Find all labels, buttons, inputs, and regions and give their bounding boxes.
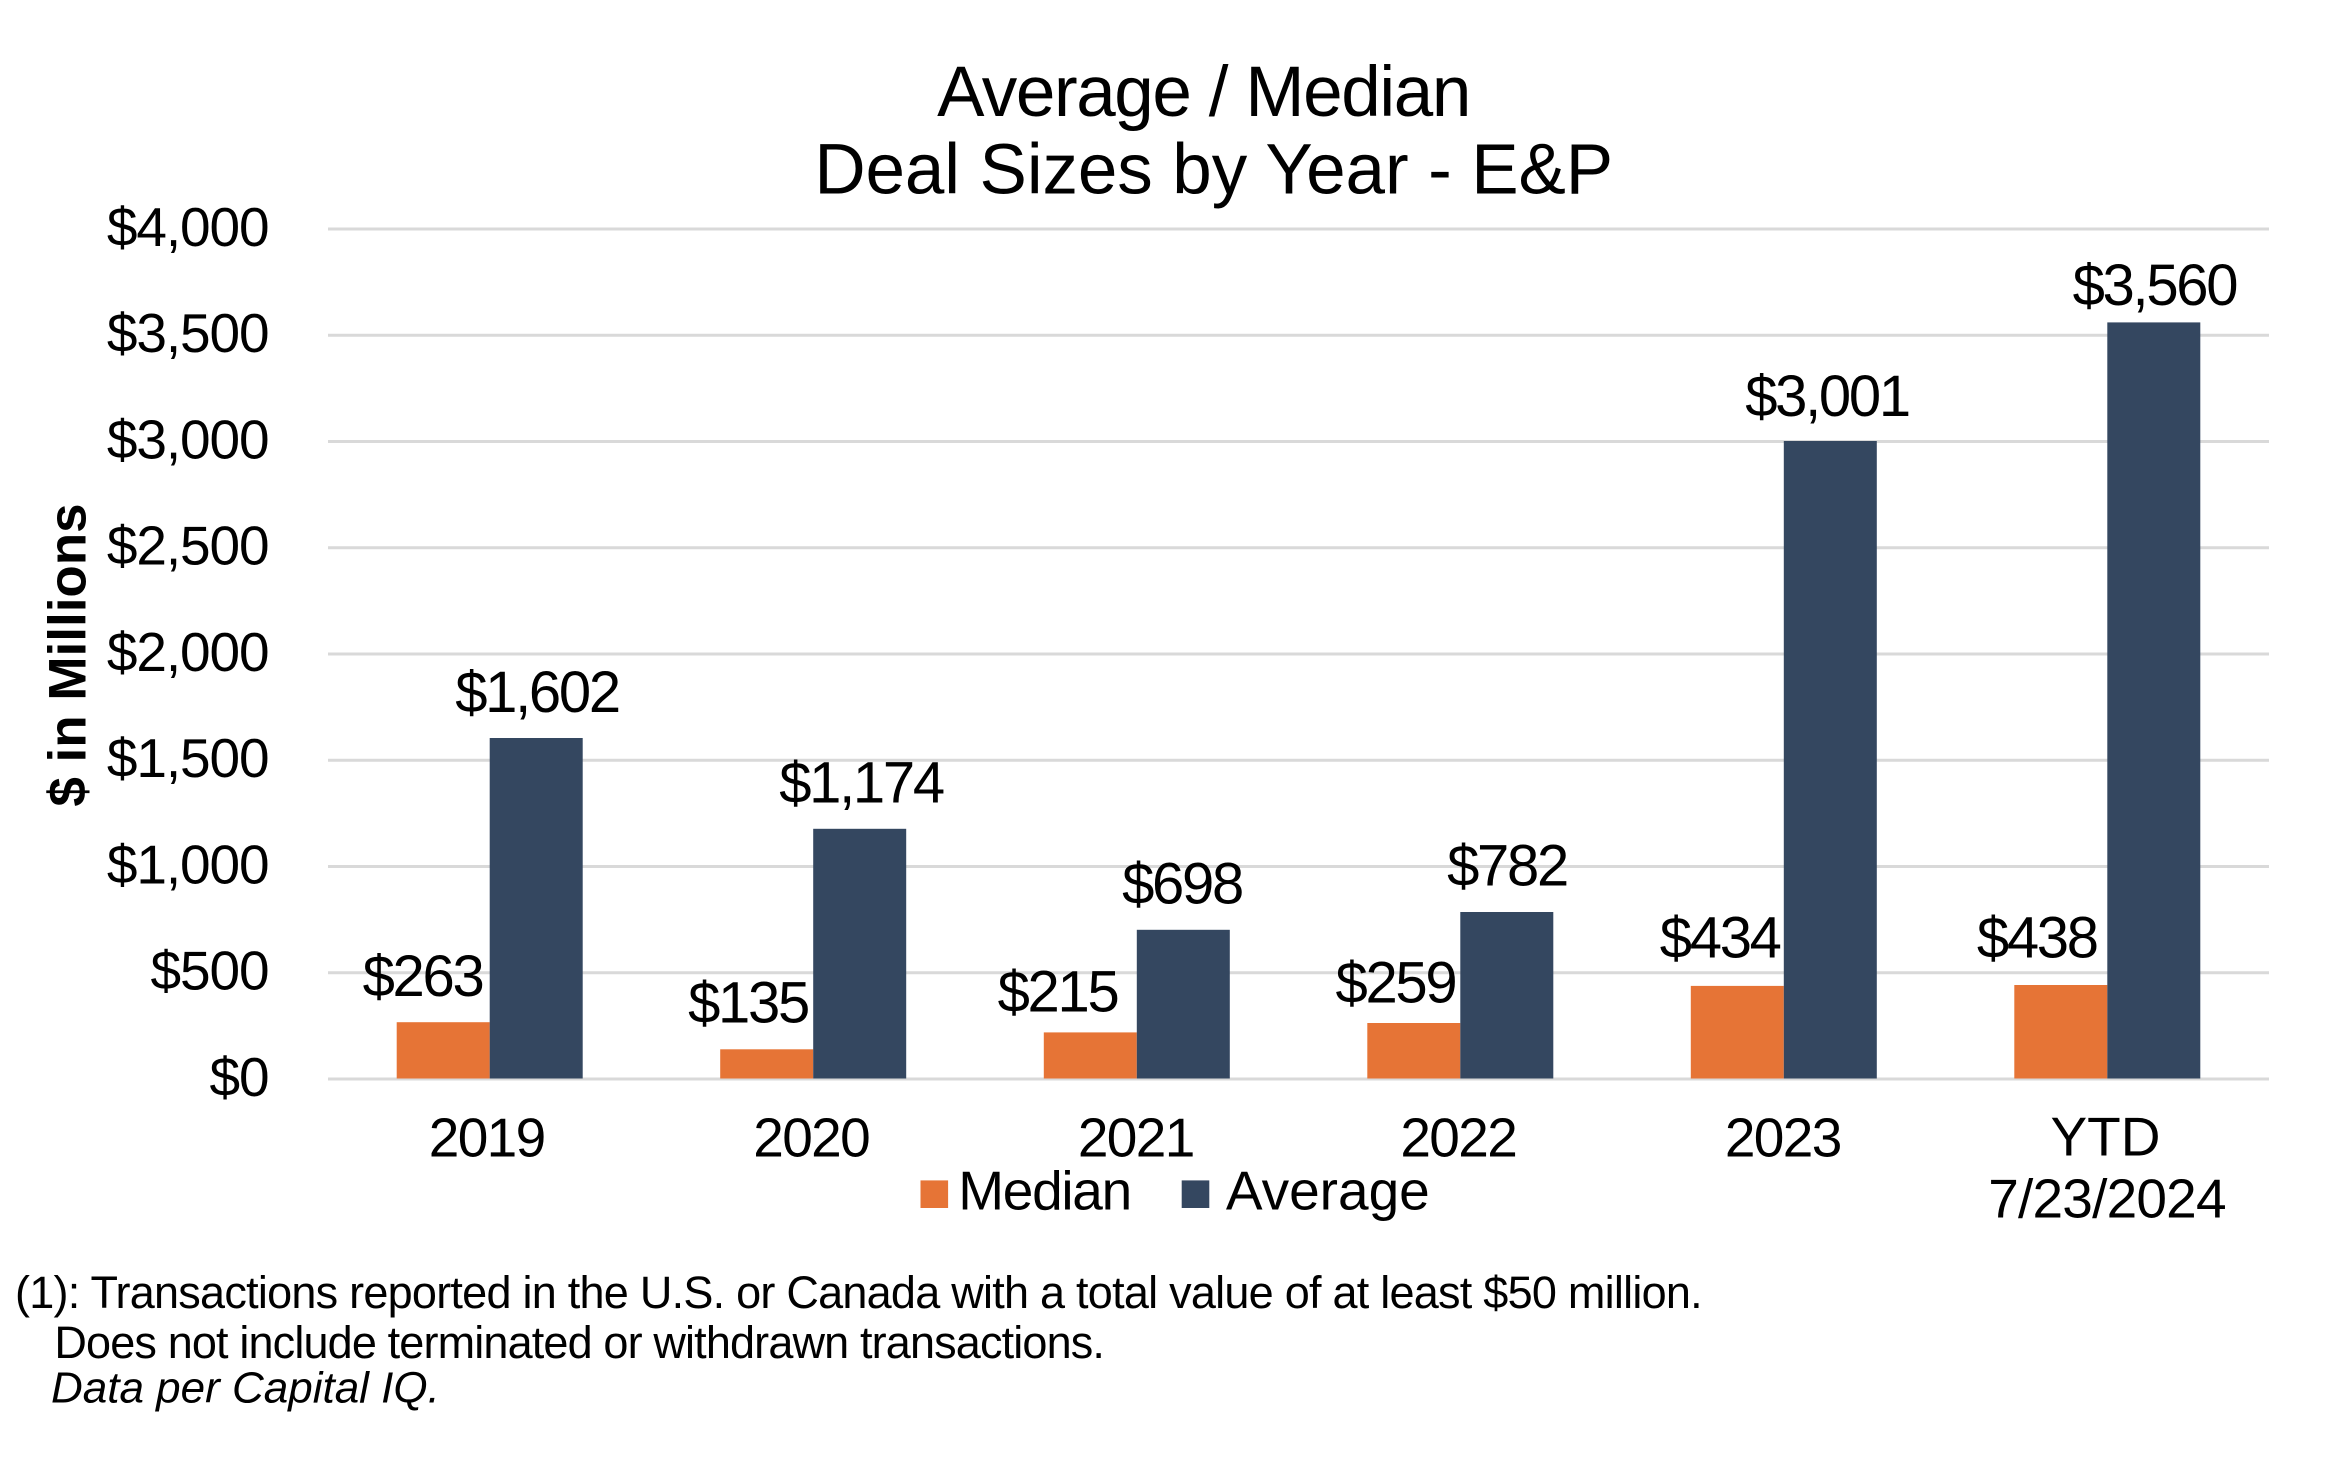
svg-text:Average: Average [1226, 1159, 1430, 1221]
svg-text:$3,000: $3,000 [107, 408, 269, 470]
svg-text:YTD: YTD [2051, 1106, 2161, 1168]
svg-text:$3,001: $3,001 [1745, 364, 1909, 429]
svg-text:$4,000: $4,000 [107, 196, 269, 258]
svg-text:$438: $438 [1977, 905, 2097, 970]
svg-text:$1,602: $1,602 [455, 660, 619, 725]
svg-text:$698: $698 [1122, 852, 1242, 917]
svg-text:$2,000: $2,000 [107, 621, 269, 683]
svg-text:2023: 2023 [1725, 1107, 1841, 1169]
svg-text:2021: 2021 [1078, 1107, 1194, 1169]
svg-text:$1,000: $1,000 [107, 833, 269, 895]
svg-text:$2,500: $2,500 [107, 515, 269, 577]
svg-text:Deal Sizes by Year - E&P: Deal Sizes by Year - E&P [814, 131, 1613, 210]
svg-text:$3,500: $3,500 [107, 302, 269, 364]
svg-text:$782: $782 [1447, 834, 1567, 899]
svg-text:$1,500: $1,500 [107, 727, 269, 789]
svg-text:2020: 2020 [753, 1107, 869, 1169]
svg-text:2019: 2019 [429, 1107, 545, 1169]
svg-text:$0: $0 [210, 1046, 269, 1108]
svg-text:$263: $263 [363, 944, 483, 1009]
svg-text:Data per Capital IQ.: Data per Capital IQ. [51, 1364, 440, 1413]
svg-text:$259: $259 [1335, 951, 1455, 1016]
svg-text:$500: $500 [151, 940, 269, 1002]
svg-text:$ in Millions: $ in Millions [39, 503, 98, 806]
svg-text:(1): Transactions reported in: (1): Transactions reported in the U.S. o… [15, 1267, 1702, 1318]
svg-text:2022: 2022 [1400, 1107, 1516, 1169]
svg-text:Median: Median [958, 1159, 1131, 1221]
svg-text:$215: $215 [998, 959, 1118, 1024]
svg-text:$135: $135 [688, 971, 808, 1036]
svg-text:Does not include terminated or: Does not include terminated or withdrawn… [54, 1317, 1104, 1368]
svg-text:$1,174: $1,174 [779, 751, 944, 816]
svg-text:$3,560: $3,560 [2073, 253, 2237, 318]
svg-text:Average / Median: Average / Median [937, 53, 1470, 132]
svg-text:7/23/2024: 7/23/2024 [1988, 1168, 2225, 1230]
svg-text:$434: $434 [1660, 905, 1781, 970]
